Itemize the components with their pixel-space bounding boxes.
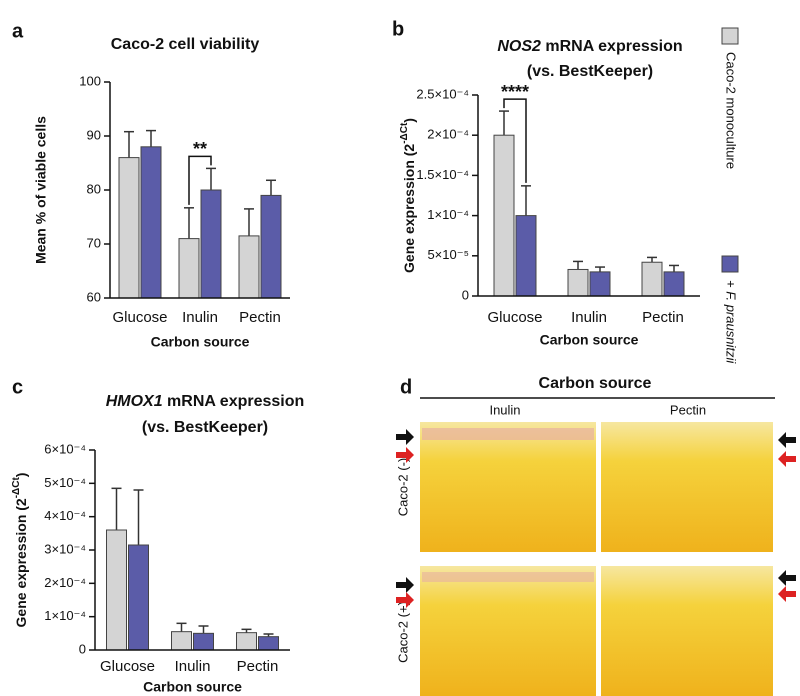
panel-label: a bbox=[12, 20, 24, 42]
row-label: Caco-2 (-) bbox=[395, 458, 410, 517]
text-part: mRNA expression bbox=[163, 393, 305, 410]
bar bbox=[663, 271, 685, 297]
x-tick-label: Inulin bbox=[175, 658, 211, 675]
y-tick-label: 70 bbox=[87, 235, 101, 250]
arrow bbox=[778, 570, 796, 586]
text-part: ) bbox=[401, 118, 417, 123]
arrow bbox=[778, 586, 796, 602]
photo bbox=[601, 566, 773, 696]
y-axis-label: Gene expression (2-ΔCt) bbox=[399, 118, 417, 273]
legend-label: + F. prausnitzii bbox=[724, 280, 739, 364]
bar bbox=[258, 636, 279, 651]
text-part: NOS2 bbox=[497, 38, 541, 55]
arrow bbox=[396, 447, 414, 463]
panel-title: Carbon source bbox=[539, 375, 652, 392]
chart-subtitle: (vs. BestKeeper) bbox=[527, 63, 653, 80]
x-axis-label: Carbon source bbox=[540, 332, 639, 348]
y-tick-label: 2×10⁻⁴ bbox=[44, 575, 86, 590]
x-axis-label: Carbon source bbox=[151, 334, 250, 350]
bar bbox=[567, 268, 589, 297]
y-tick-label: 2.5×10⁻⁴ bbox=[416, 86, 469, 101]
x-tick-label: Glucose bbox=[487, 309, 542, 326]
chart-subtitle: (vs. BestKeeper) bbox=[142, 419, 268, 436]
x-tick-label: Glucose bbox=[112, 309, 167, 326]
bar bbox=[260, 194, 282, 299]
y-tick-label: 60 bbox=[87, 289, 101, 304]
chart-title: NOS2 mRNA expression bbox=[497, 38, 682, 55]
y-tick-label: 5×10⁻⁵ bbox=[427, 247, 469, 262]
y-tick-label: 1.5×10⁻⁴ bbox=[416, 167, 469, 182]
bar bbox=[493, 134, 515, 297]
panel-label: d bbox=[400, 376, 412, 398]
chart-title: Caco-2 cell viability bbox=[111, 36, 260, 53]
row-label: Caco-2 (+) bbox=[395, 601, 410, 663]
bar bbox=[238, 235, 260, 299]
y-tick-label: 90 bbox=[87, 127, 101, 142]
text-part: -ΔCt bbox=[11, 477, 22, 499]
legend-swatch bbox=[721, 255, 739, 273]
bar bbox=[171, 631, 192, 651]
text-part: ) bbox=[13, 473, 29, 478]
x-tick-label: Inulin bbox=[182, 309, 218, 326]
bar bbox=[200, 189, 222, 299]
y-axis-label: Gene expression (2-ΔCt) bbox=[11, 473, 29, 628]
bar bbox=[589, 271, 611, 297]
bar bbox=[178, 238, 200, 299]
x-tick-label: Pectin bbox=[237, 658, 279, 675]
bar bbox=[140, 146, 162, 299]
bar bbox=[193, 632, 214, 651]
significance-bracket bbox=[188, 155, 212, 205]
text-part: Gene expression (2 bbox=[401, 144, 417, 273]
significance-bracket bbox=[503, 98, 527, 183]
x-tick-label: Glucose bbox=[100, 658, 155, 675]
arrow bbox=[778, 432, 796, 448]
photo-panel: d Carbon source Inulin Pectin Caco-2 (-)… bbox=[395, 375, 796, 696]
y-tick-label: 2×10⁻⁴ bbox=[427, 127, 469, 142]
photo bbox=[420, 422, 596, 552]
photo bbox=[420, 566, 596, 696]
bar bbox=[236, 632, 257, 651]
y-axis-label: Mean % of viable cells bbox=[33, 116, 49, 264]
panel-label: c bbox=[12, 376, 23, 398]
significance-label: ** bbox=[193, 139, 207, 159]
bar bbox=[128, 544, 149, 651]
x-tick-label: Inulin bbox=[571, 309, 607, 326]
text-part: -ΔCt bbox=[399, 122, 410, 144]
photo bbox=[601, 422, 773, 552]
bar bbox=[118, 157, 140, 299]
x-tick-label: Pectin bbox=[642, 309, 684, 326]
y-tick-label: 0 bbox=[462, 287, 469, 302]
bar bbox=[106, 529, 127, 651]
y-tick-label: 1×10⁻⁴ bbox=[427, 207, 469, 222]
foam bbox=[422, 572, 594, 582]
arrow bbox=[396, 429, 414, 445]
significance-label: **** bbox=[501, 82, 529, 102]
legend-swatch bbox=[721, 27, 739, 45]
y-tick-label: 5×10⁻⁴ bbox=[44, 475, 86, 490]
text-part: mRNA expression bbox=[541, 38, 683, 55]
column-label: Inulin bbox=[489, 402, 520, 417]
y-tick-label: 80 bbox=[87, 181, 101, 196]
bar bbox=[515, 215, 537, 297]
y-tick-label: 6×10⁻⁴ bbox=[44, 441, 86, 456]
y-tick-label: 3×10⁻⁴ bbox=[44, 541, 86, 556]
arrow bbox=[396, 577, 414, 593]
y-tick-label: 4×10⁻⁴ bbox=[44, 508, 86, 523]
x-axis-label: Carbon source bbox=[143, 679, 242, 695]
y-tick-label: 100 bbox=[79, 73, 101, 88]
text-part: Gene expression (2 bbox=[13, 498, 29, 627]
arrow bbox=[396, 592, 414, 608]
chart-title: HMOX1 mRNA expression bbox=[106, 393, 305, 410]
foam bbox=[422, 428, 594, 440]
x-tick-label: Pectin bbox=[239, 309, 281, 326]
text-part: HMOX1 bbox=[106, 393, 163, 410]
legend-label: Caco-2 monoculture bbox=[724, 52, 739, 169]
y-tick-label: 1×10⁻⁴ bbox=[44, 608, 86, 623]
arrow bbox=[778, 451, 796, 467]
panel-label: b bbox=[392, 18, 404, 40]
column-label: Pectin bbox=[670, 402, 706, 417]
y-tick-label: 0 bbox=[79, 641, 86, 656]
bar bbox=[641, 261, 663, 297]
